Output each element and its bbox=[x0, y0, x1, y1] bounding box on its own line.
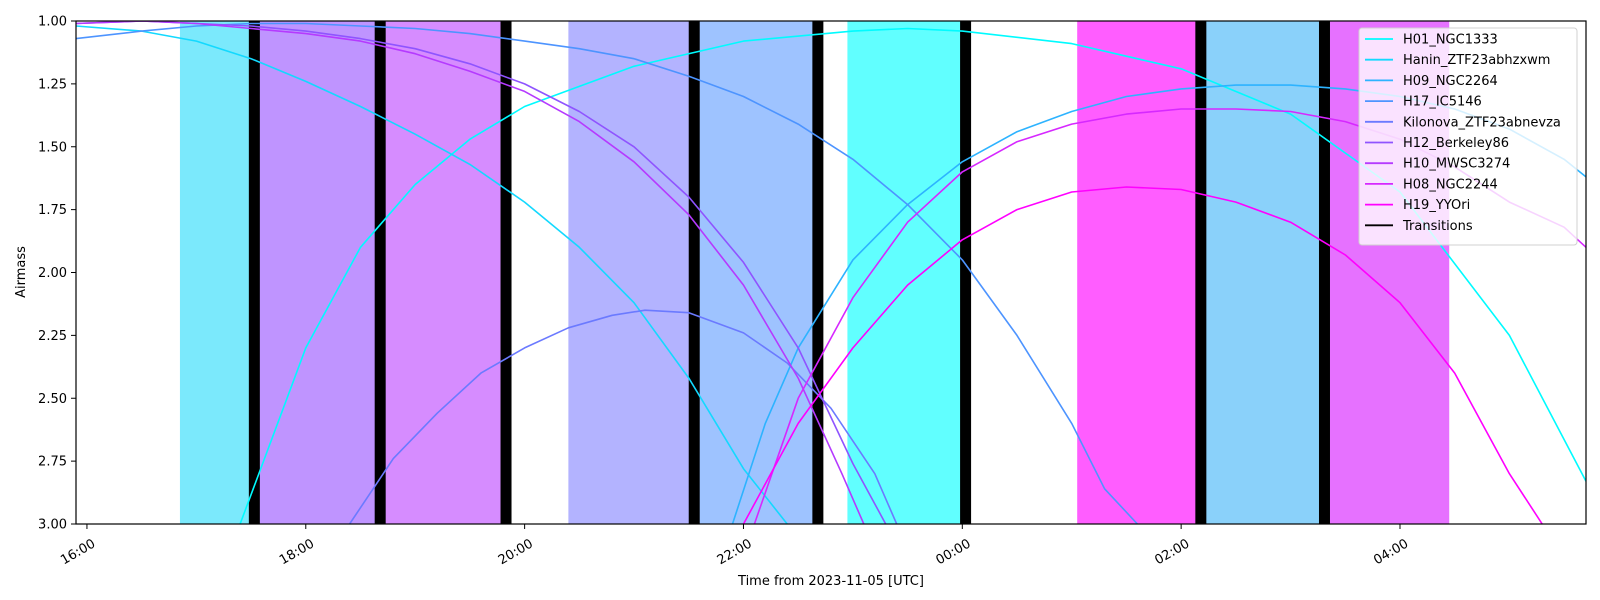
observation-block-6 bbox=[1077, 21, 1201, 524]
legend-label-9: Transitions bbox=[1402, 219, 1473, 234]
x-tick-label-1: 18:00 bbox=[277, 536, 317, 568]
y-tick-label-1: 1.25 bbox=[38, 77, 67, 92]
legend-label-2: H09_NGC2264 bbox=[1403, 74, 1498, 89]
y-tick-label-4: 2.00 bbox=[38, 266, 67, 281]
legend-label-5: H12_Berkeley86 bbox=[1403, 136, 1509, 151]
y-tick-label-2: 1.50 bbox=[38, 140, 67, 155]
observation-block-4 bbox=[694, 21, 818, 524]
legend-label-8: H19_YYOri bbox=[1403, 198, 1470, 213]
x-tick-label-2: 20:00 bbox=[496, 536, 536, 568]
series-line-3 bbox=[76, 22, 1138, 524]
legend-label-0: H01_NGC1333 bbox=[1403, 33, 1498, 48]
x-axis-ticks: 16:00 18:00 20:00 22:00 00:00 02:00 04:00 bbox=[58, 524, 1411, 568]
y-tick-label-0: 1.00 bbox=[38, 15, 67, 30]
x-tick-label-3: 22:00 bbox=[715, 536, 755, 568]
observation-block-7 bbox=[1200, 21, 1325, 524]
observation-block-0 bbox=[179, 21, 255, 524]
observation-blocks bbox=[179, 21, 1450, 524]
y-axis-ticks: 1.00 1.25 1.50 1.75 2.00 2.25 2.50 2.75 3.00 bbox=[38, 15, 76, 533]
observation-block-5 bbox=[847, 21, 966, 524]
legend: H01_NGC1333 Hanin_ZTF23abhzxwm H09_NGC2264… bbox=[1358, 27, 1578, 246]
observation-block-3 bbox=[568, 21, 695, 524]
series-line-0 bbox=[239, 27, 1586, 524]
y-tick-label-3: 1.75 bbox=[38, 203, 67, 218]
legend-label-3: H17_IC5146 bbox=[1403, 95, 1482, 110]
y-tick-label-8: 3.00 bbox=[38, 518, 67, 533]
x-tick-label-5: 02:00 bbox=[1152, 536, 1192, 568]
y-tick-label-6: 2.50 bbox=[38, 392, 67, 407]
observation-block-2 bbox=[380, 21, 507, 524]
x-tick-label-4: 00:00 bbox=[934, 536, 974, 568]
legend-label-4: Kilonova_ZTF23abnevza bbox=[1403, 115, 1561, 130]
legend-box bbox=[1358, 27, 1578, 246]
x-tick-label-6: 04:00 bbox=[1371, 536, 1411, 568]
legend-label-7: H08_NGC2244 bbox=[1403, 177, 1498, 192]
transition-bars bbox=[248, 21, 1330, 524]
x-tick-label-0: 16:00 bbox=[58, 536, 98, 568]
legend-label-6: H10_MWSC3274 bbox=[1403, 157, 1510, 172]
y-tick-label-7: 2.75 bbox=[38, 455, 67, 470]
x-axis-label: Time from 2023-11-05 [UTC] bbox=[737, 574, 924, 589]
legend-label-1: Hanin_ZTF23abhzxwm bbox=[1403, 53, 1550, 68]
observation-block-1 bbox=[254, 21, 381, 524]
series-line-1 bbox=[76, 25, 788, 524]
series-line-8 bbox=[742, 186, 1543, 524]
series-line-6 bbox=[76, 21, 865, 524]
series-line-5 bbox=[76, 21, 887, 524]
y-axis-label: Airmass bbox=[14, 246, 29, 298]
y-tick-label-5: 2.25 bbox=[38, 329, 67, 344]
